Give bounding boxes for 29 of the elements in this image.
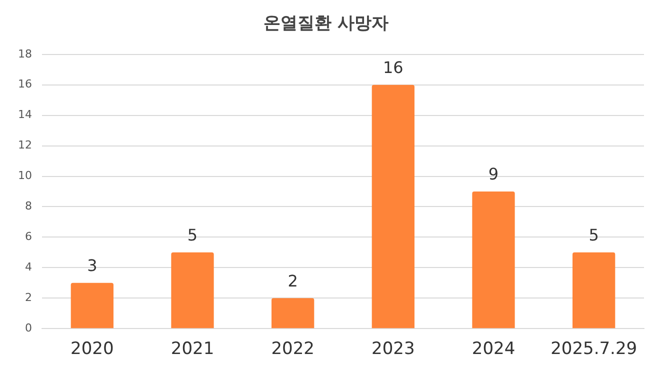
x-tick-label: 2025.7.29 <box>550 339 638 360</box>
y-tick-label: 10 <box>18 169 32 182</box>
y-tick-label: 16 <box>18 78 32 91</box>
y-tick-label: 14 <box>18 108 32 122</box>
data-label: 5 <box>187 226 198 245</box>
y-tick-label: 18 <box>18 47 32 60</box>
bar <box>572 252 616 328</box>
x-tick-label: 2020 <box>70 339 114 360</box>
bar <box>372 84 414 328</box>
y-tick-label: 12 <box>18 138 32 152</box>
y-tick-label: 2 <box>24 290 32 304</box>
bar <box>472 192 515 328</box>
data-label: 16 <box>382 58 404 78</box>
data-label: 3 <box>87 256 98 276</box>
chart-title: 온열질환 사망자 <box>264 14 388 34</box>
data-label: 2 <box>288 271 298 290</box>
data-label: 9 <box>488 164 499 184</box>
x-tick-label: 2024 <box>472 339 516 360</box>
x-tick-label: 2021 <box>170 339 214 360</box>
data-label: 5 <box>588 226 599 245</box>
y-tick-label: 0 <box>24 321 32 334</box>
x-tick-label: 2022 <box>271 339 314 360</box>
bar <box>70 282 114 328</box>
bar <box>272 298 314 328</box>
y-tick-label: 8 <box>24 200 32 213</box>
y-tick-label: 4 <box>24 260 32 274</box>
bar <box>171 252 214 328</box>
y-tick-label: 6 <box>24 230 32 244</box>
x-tick-label: 2023 <box>372 339 415 360</box>
